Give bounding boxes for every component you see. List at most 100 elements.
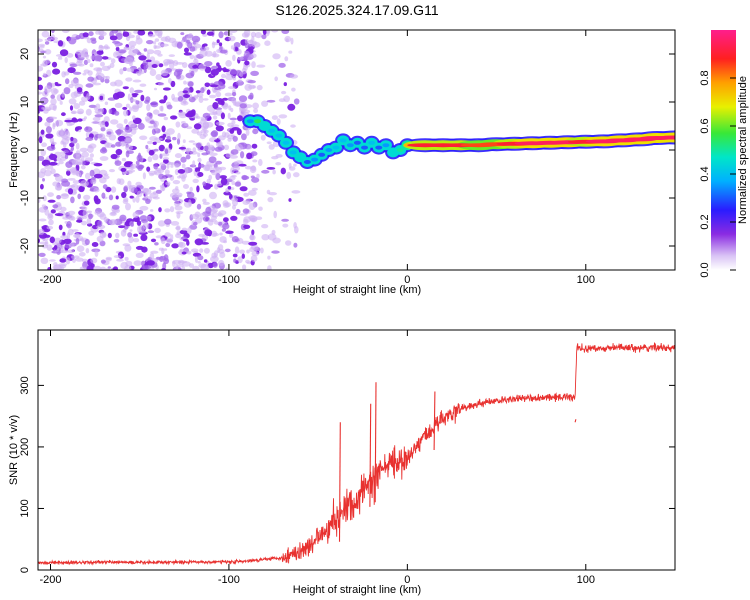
noise-blob bbox=[153, 120, 159, 127]
noise-blob bbox=[264, 40, 271, 46]
noise-blob bbox=[61, 112, 66, 117]
noise-blob bbox=[51, 141, 55, 145]
noise-blob bbox=[148, 170, 158, 175]
noise-blob bbox=[128, 185, 134, 192]
noise-blob bbox=[178, 146, 187, 150]
noise-blob bbox=[54, 82, 59, 85]
noise-blob bbox=[188, 199, 192, 207]
noise-blob bbox=[45, 126, 52, 134]
noise-blob bbox=[75, 257, 84, 262]
noise-blob bbox=[103, 216, 109, 223]
noise-blob bbox=[70, 136, 74, 142]
noise-blob bbox=[81, 155, 85, 162]
noise-blob bbox=[234, 181, 242, 187]
noise-blob bbox=[175, 121, 181, 128]
noise-blob bbox=[90, 257, 98, 264]
noise-blob bbox=[288, 198, 292, 202]
noise-blob bbox=[109, 35, 118, 41]
noise-blob bbox=[107, 266, 112, 269]
noise-blob bbox=[183, 52, 192, 56]
noise-blob bbox=[46, 225, 54, 230]
noise-blob bbox=[76, 87, 83, 93]
noise-blob bbox=[197, 255, 204, 261]
noise-blob bbox=[110, 144, 116, 148]
noise-blob bbox=[209, 191, 217, 200]
noise-blob bbox=[59, 258, 67, 263]
noise-blob bbox=[42, 55, 47, 59]
noise-blob bbox=[214, 146, 223, 152]
noise-blob bbox=[202, 198, 207, 203]
noise-blob bbox=[246, 249, 250, 254]
noise-blob bbox=[232, 204, 236, 210]
noise-blob bbox=[232, 253, 238, 258]
noise-blob bbox=[177, 264, 184, 268]
noise-blob bbox=[215, 91, 222, 98]
noise-blob bbox=[230, 215, 238, 221]
noise-blob bbox=[141, 187, 149, 194]
noise-blob bbox=[50, 94, 55, 99]
noise-blob bbox=[42, 244, 48, 249]
noise-blob bbox=[206, 31, 214, 36]
noise-blob bbox=[158, 63, 164, 68]
noise-blob bbox=[160, 43, 169, 47]
noise-blob bbox=[163, 61, 169, 67]
noise-blob bbox=[244, 83, 253, 91]
noise-blob bbox=[183, 167, 189, 175]
noise-blob bbox=[199, 49, 208, 57]
noise-blob bbox=[91, 242, 99, 247]
noise-blob bbox=[242, 200, 250, 206]
noise-blob bbox=[272, 53, 281, 60]
noise-blob bbox=[186, 126, 193, 130]
noise-blob bbox=[163, 174, 173, 178]
noise-blob bbox=[74, 162, 83, 166]
noise-blob bbox=[130, 99, 138, 102]
noise-blob bbox=[285, 240, 292, 246]
noise-blob bbox=[275, 154, 283, 158]
noise-blob bbox=[176, 212, 181, 219]
noise-blob bbox=[235, 46, 238, 52]
ridge-point bbox=[657, 135, 675, 140]
noise-blob bbox=[97, 220, 103, 228]
noise-blob bbox=[239, 186, 248, 192]
noise-blob bbox=[38, 198, 41, 203]
noise-blob bbox=[66, 232, 71, 240]
noise-blob bbox=[248, 202, 256, 210]
noise-blob bbox=[123, 46, 127, 51]
noise-blob bbox=[124, 137, 133, 143]
noise-blob bbox=[86, 217, 92, 225]
noise-blob bbox=[157, 113, 167, 117]
noise-blob bbox=[137, 230, 147, 234]
noise-blob bbox=[219, 252, 226, 259]
noise-blob bbox=[287, 103, 296, 111]
noise-blob bbox=[146, 215, 152, 221]
noise-blob bbox=[153, 163, 159, 170]
noise-blob bbox=[146, 260, 155, 266]
noise-blob bbox=[275, 162, 282, 166]
noise-blob bbox=[38, 43, 46, 47]
noise-blob bbox=[202, 121, 210, 129]
noise-blob bbox=[272, 169, 276, 175]
noise-blob bbox=[230, 45, 235, 50]
noise-blob bbox=[261, 224, 269, 229]
noise-blob bbox=[204, 46, 210, 51]
noise-blob bbox=[94, 249, 99, 257]
noise-blob bbox=[240, 151, 245, 159]
noise-blob bbox=[112, 40, 120, 44]
noise-blob bbox=[78, 185, 85, 191]
noise-blob bbox=[261, 169, 270, 174]
noise-blob bbox=[52, 123, 57, 127]
noise-blob bbox=[242, 208, 250, 214]
noise-blob bbox=[41, 142, 47, 147]
noise-blob bbox=[215, 166, 223, 174]
noise-blob bbox=[183, 80, 187, 85]
noise-blob bbox=[198, 63, 207, 71]
noise-blob bbox=[172, 136, 177, 141]
noise-blob bbox=[79, 266, 87, 270]
noise-blob bbox=[250, 255, 258, 262]
noise-blob bbox=[90, 37, 97, 41]
noise-blob bbox=[77, 118, 83, 122]
noise-blob bbox=[51, 61, 58, 68]
noise-blob bbox=[174, 200, 180, 207]
noise-blob bbox=[158, 207, 162, 213]
noise-blob bbox=[51, 30, 55, 34]
